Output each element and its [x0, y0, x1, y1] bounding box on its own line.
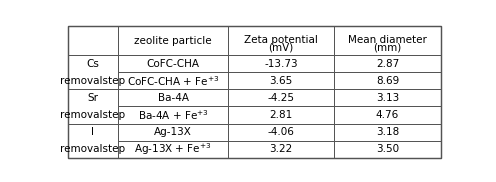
- Text: Ag-13X: Ag-13X: [154, 127, 192, 137]
- Text: Ag-13X + Fe$^{+3}$: Ag-13X + Fe$^{+3}$: [134, 141, 212, 157]
- Text: 3.22: 3.22: [270, 144, 293, 154]
- Text: -13.73: -13.73: [264, 59, 298, 69]
- Text: 2.87: 2.87: [376, 59, 399, 69]
- Text: Ba-4A + Fe$^{+3}$: Ba-4A + Fe$^{+3}$: [138, 108, 208, 122]
- Text: I: I: [91, 127, 94, 137]
- Text: -4.06: -4.06: [268, 127, 295, 137]
- Bar: [118, 26, 228, 55]
- Bar: [68, 89, 118, 124]
- Text: 3.50: 3.50: [376, 144, 399, 154]
- Bar: [118, 124, 228, 141]
- Text: Zeta potential: Zeta potential: [245, 35, 318, 45]
- Text: (mV): (mV): [269, 42, 294, 52]
- Text: -4.25: -4.25: [268, 93, 295, 103]
- Bar: [118, 55, 228, 72]
- Bar: [228, 124, 334, 141]
- Bar: [118, 72, 228, 89]
- Bar: [228, 106, 334, 124]
- Text: 2.81: 2.81: [270, 110, 293, 120]
- Text: (mm): (mm): [373, 42, 402, 52]
- Bar: [68, 124, 118, 158]
- Text: 8.69: 8.69: [376, 76, 399, 86]
- Text: 3.18: 3.18: [376, 127, 399, 137]
- Bar: [334, 106, 440, 124]
- Text: Mean diameter: Mean diameter: [348, 35, 427, 45]
- Bar: [334, 72, 440, 89]
- Text: zeolite particle: zeolite particle: [134, 35, 212, 46]
- Bar: [68, 55, 118, 89]
- Text: Sr: Sr: [87, 93, 98, 103]
- Text: removalstep: removalstep: [61, 76, 125, 86]
- Bar: [334, 26, 440, 55]
- Bar: [334, 89, 440, 106]
- Bar: [228, 55, 334, 72]
- Text: CoFC-CHA: CoFC-CHA: [147, 59, 199, 69]
- Text: removalstep: removalstep: [61, 144, 125, 154]
- Bar: [118, 141, 228, 158]
- Text: removalstep: removalstep: [61, 110, 125, 120]
- Text: 3.65: 3.65: [270, 76, 293, 86]
- Bar: [228, 72, 334, 89]
- Text: CoFC-CHA + Fe$^{+3}$: CoFC-CHA + Fe$^{+3}$: [127, 74, 219, 88]
- Bar: [334, 124, 440, 141]
- Bar: [228, 26, 334, 55]
- Bar: [118, 106, 228, 124]
- Bar: [68, 26, 118, 55]
- Text: Ba-4A: Ba-4A: [158, 93, 188, 103]
- Bar: [334, 55, 440, 72]
- Bar: [228, 89, 334, 106]
- Bar: [228, 141, 334, 158]
- Text: 4.76: 4.76: [376, 110, 399, 120]
- Text: 3.13: 3.13: [376, 93, 399, 103]
- Text: Cs: Cs: [86, 59, 99, 69]
- Bar: [334, 141, 440, 158]
- Bar: [118, 89, 228, 106]
